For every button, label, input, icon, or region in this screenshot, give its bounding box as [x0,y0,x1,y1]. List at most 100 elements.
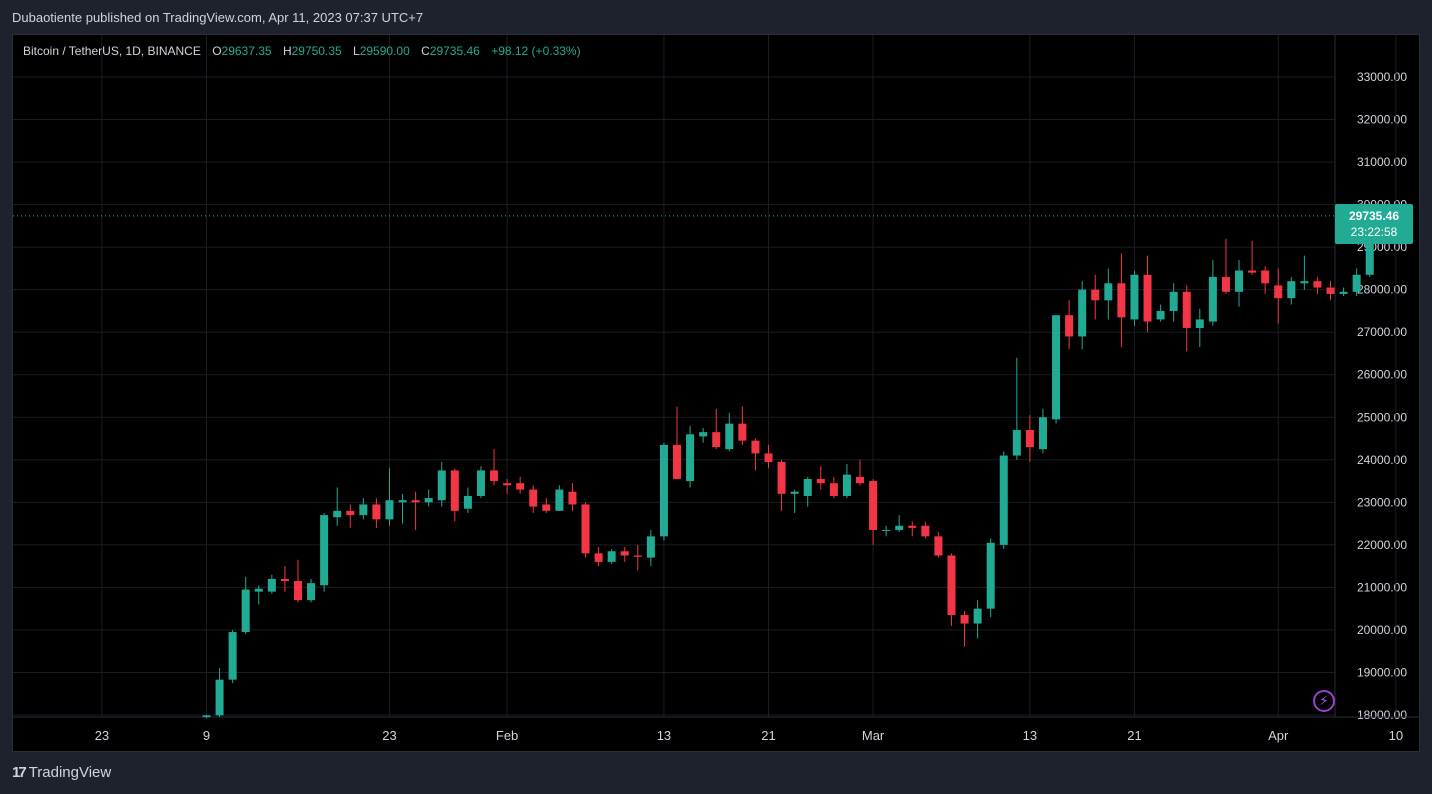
candle-up [1365,219,1374,275]
candle-up [1130,274,1139,320]
y-tick-label: 28000.00 [1357,283,1407,297]
candle-up [790,491,799,494]
candle-up [699,432,708,437]
candle-up [215,679,224,716]
x-tick-label: 23 [95,728,109,743]
candle-down [1117,283,1126,318]
candle-down [764,453,773,462]
candle-up [646,536,655,558]
candle-up [882,529,891,531]
y-tick-label: 21000.00 [1357,580,1407,594]
candle-up [267,578,276,592]
last-price-value: 29735.46 [1348,208,1400,223]
legend-high-value: 29750.35 [291,44,342,58]
candle-down [934,536,943,556]
candle-down [816,478,825,484]
candle-up [1052,315,1061,420]
candle-up [895,525,904,530]
x-tick-label: Mar [862,728,885,743]
candle-down [869,481,878,530]
candle-up [1352,274,1361,292]
candle-up [803,478,812,496]
candle-down [450,470,459,511]
candle-down [829,483,838,496]
candle-down [372,504,381,520]
candle-up [424,498,433,503]
candle-down [633,555,642,557]
candle-up [1195,319,1204,328]
candlestick-chart[interactable]: 18000.00 19000.00 20000.00 21000.00 22000.00… [13,35,1419,751]
y-tick-label: 25000.00 [1357,410,1407,424]
candle-up [463,495,472,509]
candle-down [673,444,682,479]
candle-down [947,555,956,616]
candle-down [620,551,629,556]
y-tick-label: 22000.00 [1357,538,1407,552]
candle-down [1248,270,1257,273]
candle-up [842,474,851,496]
legend-high-label: H [282,44,292,58]
candle-down [503,483,512,486]
x-tick-label: 23 [382,728,396,743]
candle-up [973,608,982,624]
candle-up [1300,281,1309,284]
candle-up [1156,310,1165,320]
candle-down [1025,430,1034,448]
candle-down [568,491,577,505]
lightning-icon[interactable]: ⚡ [1313,690,1335,712]
candle-down [908,525,917,528]
candle-up [476,470,485,496]
candle-down [293,581,302,601]
candle-up [986,542,995,609]
candle-up [228,632,237,680]
candle-down [751,440,760,454]
candle-up [359,504,368,516]
publish-header: Dubaotiente published on TradingView.com… [0,0,1432,34]
x-tick-label: 13 [657,728,671,743]
candle-up [241,589,250,633]
candle-down [1143,274,1152,322]
candle-up [1339,291,1348,294]
candle-down [1326,287,1335,294]
tradingview-logo[interactable]: 17 TradingView [12,764,111,781]
y-tick-label: 20000.00 [1357,623,1407,637]
candle-down [1182,291,1191,328]
y-tick-label: 32000.00 [1357,113,1407,127]
x-tick-label: 10 [1389,728,1403,743]
tradingview-logo-icon: 17 [12,764,27,781]
candle-down [346,510,355,516]
candle-up [1104,283,1113,301]
candle-down [490,470,499,482]
candle-down [1221,276,1230,292]
candle-down [280,578,289,582]
candle-down [542,504,551,511]
y-tick-label: 24000.00 [1357,453,1407,467]
y-tick-label: 27000.00 [1357,325,1407,339]
candle-up [1078,289,1087,337]
legend-low-label: L [353,44,360,58]
candle-up [607,551,616,562]
y-tick-label: 18000.00 [1357,708,1407,722]
y-tick-label: 23000.00 [1357,495,1407,509]
legend-low-value: 29590.00 [359,44,410,58]
candle-up [555,489,564,511]
candle-down [712,432,721,448]
legend-symbol: Bitcoin / TetherUS, 1D, BINANCE [23,44,201,58]
chart-frame[interactable]: 18000.00 19000.00 20000.00 21000.00 22000.00… [12,34,1420,752]
candle-up [1012,430,1021,456]
ohlc-legend: Bitcoin / TetherUS, 1D, BINANCE O29637.3… [23,44,581,58]
candle-up [1038,417,1047,450]
y-tick-label: 19000.00 [1357,665,1407,679]
candle-up [1169,291,1178,311]
x-tick-label: 9 [203,728,210,743]
candle-up [307,583,316,601]
candle-down [516,483,525,490]
candle-up [333,510,342,518]
tradingview-brand: TradingView [28,764,112,781]
bar-countdown: 23:22:58 [1350,224,1398,239]
candle-down [529,489,538,507]
candle-up [385,500,394,520]
candle-up [1235,270,1244,292]
candle-down [1091,289,1100,301]
candle-up [1287,281,1296,299]
